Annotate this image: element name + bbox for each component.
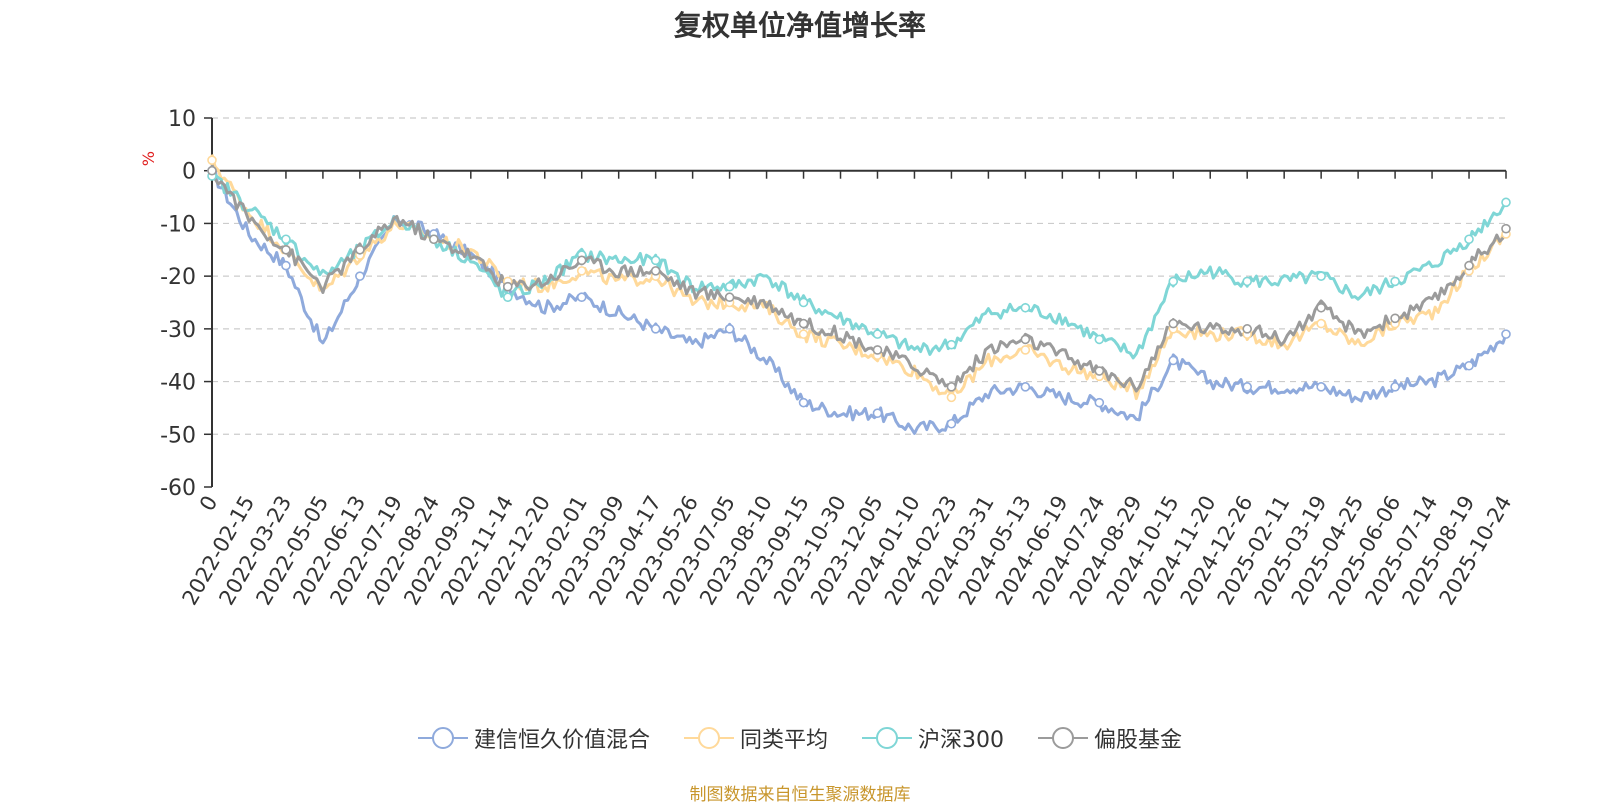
legend-line-circle-icon	[862, 727, 912, 749]
axes	[204, 117, 1507, 488]
series-point-0	[1501, 329, 1511, 339]
series-markers	[207, 155, 1511, 429]
series-point-2	[502, 292, 513, 303]
series-point-1	[1316, 318, 1326, 329]
series-point-3	[872, 345, 883, 355]
y-tick-label: -30	[160, 318, 196, 343]
series-point-2	[798, 297, 809, 308]
series-point-3	[1020, 334, 1031, 345]
chart-plot: 100-10-20-30-40-50-60%02022-02-152022-03…	[139, 107, 1516, 609]
y-tick-label: 0	[182, 160, 196, 185]
series-point-3	[1316, 302, 1326, 313]
legend-label: 沪深300	[918, 728, 1004, 753]
legend-label: 同类平均	[739, 728, 828, 753]
series-point-3	[502, 281, 513, 292]
series-point-3	[576, 255, 587, 266]
source-note: 制图数据来自恒生聚源数据库	[689, 785, 911, 805]
legend: 建信恒久价值混合 同类平均 沪深300 偏股基金	[0, 722, 1600, 754]
series-point-3	[207, 165, 217, 176]
series-point-3	[650, 266, 661, 276]
grid-lines	[212, 117, 1506, 435]
series-point-2	[946, 339, 957, 350]
series-point-0	[1242, 382, 1252, 392]
series-point-0	[1390, 382, 1400, 392]
y-tick-label: -10	[160, 212, 196, 237]
series-point-3	[798, 318, 809, 329]
series-point-1	[207, 155, 217, 165]
legend-line-circle-icon	[417, 727, 468, 749]
series-point-3	[1094, 366, 1105, 376]
series-point-2	[724, 281, 735, 292]
series-point-0	[724, 324, 735, 334]
series-point-2	[1464, 234, 1474, 245]
series-point-2	[281, 234, 291, 245]
y-axis-label: %	[139, 151, 158, 166]
series-point-3	[281, 244, 291, 255]
x-tick-label: 0	[195, 492, 222, 516]
series-point-1	[1020, 345, 1031, 355]
series-point-2	[1316, 271, 1326, 281]
series-point-2	[1390, 276, 1400, 287]
tick-labels: 100-10-20-30-40-50-60%02022-02-152022-03…	[139, 107, 1516, 609]
series-point-2	[650, 255, 661, 266]
series-point-3	[1501, 223, 1511, 234]
legend-label: 建信恒久价值混合	[473, 728, 650, 753]
series-point-0	[1464, 360, 1474, 371]
series-point-3	[1464, 260, 1474, 271]
series-point-0	[798, 397, 809, 408]
series-line-3	[210, 163, 1508, 393]
legend-label: 偏股基金	[1094, 728, 1183, 753]
series-point-0	[355, 271, 365, 281]
series-line-1	[210, 154, 1507, 401]
series-point-2	[872, 329, 883, 339]
series-point-0	[946, 418, 957, 429]
series-point-0	[872, 408, 883, 419]
series-point-0	[281, 260, 291, 271]
series-point-3	[946, 382, 957, 392]
y-tick-label: -40	[160, 371, 196, 396]
series-point-0	[1020, 382, 1031, 392]
series-line-0	[210, 164, 1508, 435]
series-point-2	[1168, 276, 1179, 287]
legend-item-1[interactable]: 同类平均	[683, 722, 828, 754]
series-point-1	[576, 266, 587, 276]
series-point-3	[1242, 324, 1252, 334]
y-tick-label: 10	[168, 107, 196, 132]
legend-line-circle-icon	[683, 727, 734, 749]
series-point-0	[1094, 397, 1105, 408]
legend-item-3[interactable]: 偏股基金	[1038, 722, 1182, 754]
series-point-3	[1168, 318, 1179, 329]
series-point-3	[355, 244, 365, 255]
series-point-2	[1242, 276, 1252, 287]
series-point-3	[429, 234, 439, 245]
series-point-0	[1168, 355, 1179, 366]
series-line-2	[210, 169, 1508, 360]
chart-title: 复权单位净值增长率	[673, 9, 926, 42]
y-tick-label: -50	[160, 423, 196, 448]
series-point-2	[1094, 334, 1105, 345]
series-lines	[210, 154, 1508, 435]
legend-line-circle-icon	[1038, 727, 1088, 749]
series-point-2	[1501, 197, 1511, 208]
series-point-0	[650, 324, 661, 334]
series-point-2	[1020, 302, 1031, 313]
series-point-1	[798, 329, 809, 339]
legend-item-0[interactable]: 建信恒久价值混合	[417, 722, 650, 754]
series-point-3	[724, 292, 735, 303]
series-point-1	[946, 392, 957, 403]
y-tick-label: -20	[160, 265, 196, 290]
series-point-0	[576, 292, 587, 303]
series-point-3	[1390, 313, 1400, 324]
y-tick-label: -60	[160, 476, 196, 501]
legend-item-2[interactable]: 沪深300	[862, 722, 1004, 754]
series-point-0	[1316, 382, 1326, 392]
